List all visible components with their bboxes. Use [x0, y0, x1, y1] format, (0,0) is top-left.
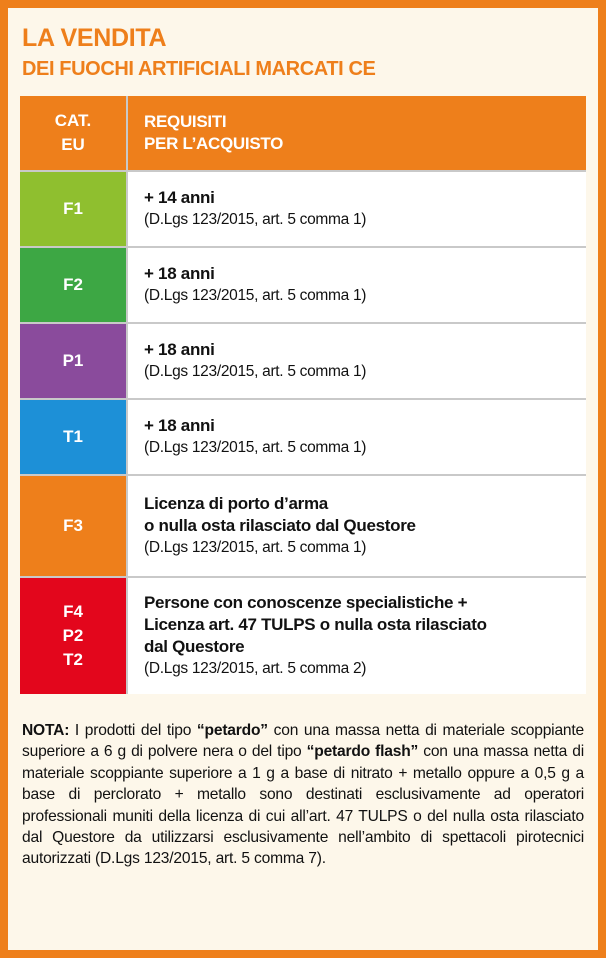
requirement: Persone con conoscenze specialistiche + [144, 593, 468, 612]
note-text: I prodotti del tipo [69, 722, 197, 739]
category: T1 [63, 427, 83, 446]
category-cell: F2 [20, 248, 126, 322]
requirement: Licenza di porto d’arma [144, 494, 328, 513]
table-row: F1 + 14 anni (D.Lgs 123/2015, art. 5 comma… [20, 172, 586, 246]
table-row: F3 Licenza di porto d’arma o nulla osta ri… [20, 476, 586, 576]
header-category: CAT. EU [20, 96, 126, 170]
category-cell: F3 [20, 476, 126, 576]
note-text: con una massa netta di materiale scoppia… [22, 743, 584, 868]
reference: (D.Lgs 123/2015, art. 5 comma 1) [144, 539, 367, 556]
subtitle: DEI FUOCHI ARTIFICIALI MARCATI CE [22, 58, 376, 80]
requirements-cell: Licenza di porto d’arma o nulla osta rila… [128, 476, 586, 576]
header-text: PER L’ACQUISTO [144, 134, 284, 153]
note-text: NOTA: [22, 722, 70, 739]
category-cell: F4 P2 T2 [20, 578, 126, 694]
header-requirements: REQUISITI PER L’ACQUISTO [128, 96, 586, 170]
requirement: + 18 anni [144, 416, 215, 435]
reference: (D.Lgs 123/2015, art. 5 comma 1) [144, 363, 367, 380]
header-text: REQUISITI [144, 112, 227, 131]
header-text: CAT. [54, 111, 92, 130]
header-text: EU [61, 135, 85, 154]
requirement: Licenza art. 47 TULPS o nulla osta rilas… [144, 615, 487, 634]
table-row: T1 + 18 anni (D.Lgs 123/2015, art. 5 comma… [20, 400, 586, 474]
category: F2 [63, 275, 83, 294]
requirement: dal Questore [144, 637, 245, 656]
category: F4 [63, 602, 83, 621]
requirement: + 18 anni [144, 264, 215, 283]
table-row: P1 + 18 anni (D.Lgs 123/2015, art. 5 comma… [20, 324, 586, 398]
note-text: “petardo” [196, 722, 268, 739]
table-row: F2 + 18 anni (D.Lgs 123/2015, art. 5 comma… [20, 248, 586, 322]
note-text: con una massa netta di materiale scoppia… [22, 722, 585, 761]
category: T2 [63, 650, 83, 669]
category: F3 [63, 516, 83, 535]
table-row: F4 P2 T2 Persone con conoscenze specialisti… [20, 578, 586, 694]
note: NOTA: I prodotti del tipo “petardo” con … [22, 720, 584, 870]
requirement: + 14 anni [144, 188, 215, 207]
category-cell: P1 [20, 324, 126, 398]
requirements-cell: + 18 anni (D.Lgs 123/2015, art. 5 comma 1… [128, 248, 586, 322]
reference: (D.Lgs 123/2015, art. 5 comma 1) [144, 211, 367, 228]
note-text: “petardo flash” [306, 743, 419, 761]
requirements-cell: Persone con conoscenze specialistiche + L… [128, 578, 586, 694]
reference: (D.Lgs 123/2015, art. 5 comma 2) [144, 660, 367, 677]
requirements-cell: + 18 anni (D.Lgs 123/2015, art. 5 comma 1… [128, 400, 586, 474]
category: F1 [63, 199, 83, 218]
requirement: + 18 anni [144, 340, 215, 359]
category-cell: T1 [20, 400, 126, 474]
reference: (D.Lgs 123/2015, art. 5 comma 1) [144, 287, 367, 304]
category: P1 [62, 351, 84, 370]
title: LA VENDITA [22, 24, 167, 52]
requirement: o nulla osta rilasciato dal Questore [144, 516, 416, 535]
reference: (D.Lgs 123/2015, art. 5 comma 1) [144, 439, 367, 456]
category: P2 [62, 626, 84, 645]
requirements-cell: + 14 anni (D.Lgs 123/2015, art. 5 comma 1… [128, 172, 586, 246]
category-cell: F1 [20, 172, 126, 246]
header-row: CAT. EU REQUISITI PER L’ACQUISTO [20, 96, 586, 170]
table: CAT. EU REQUISITI PER L’ACQUISTO F1 + 14 anni… [20, 96, 586, 694]
requirements-cell: + 18 anni (D.Lgs 123/2015, art. 5 comma 1… [128, 324, 586, 398]
